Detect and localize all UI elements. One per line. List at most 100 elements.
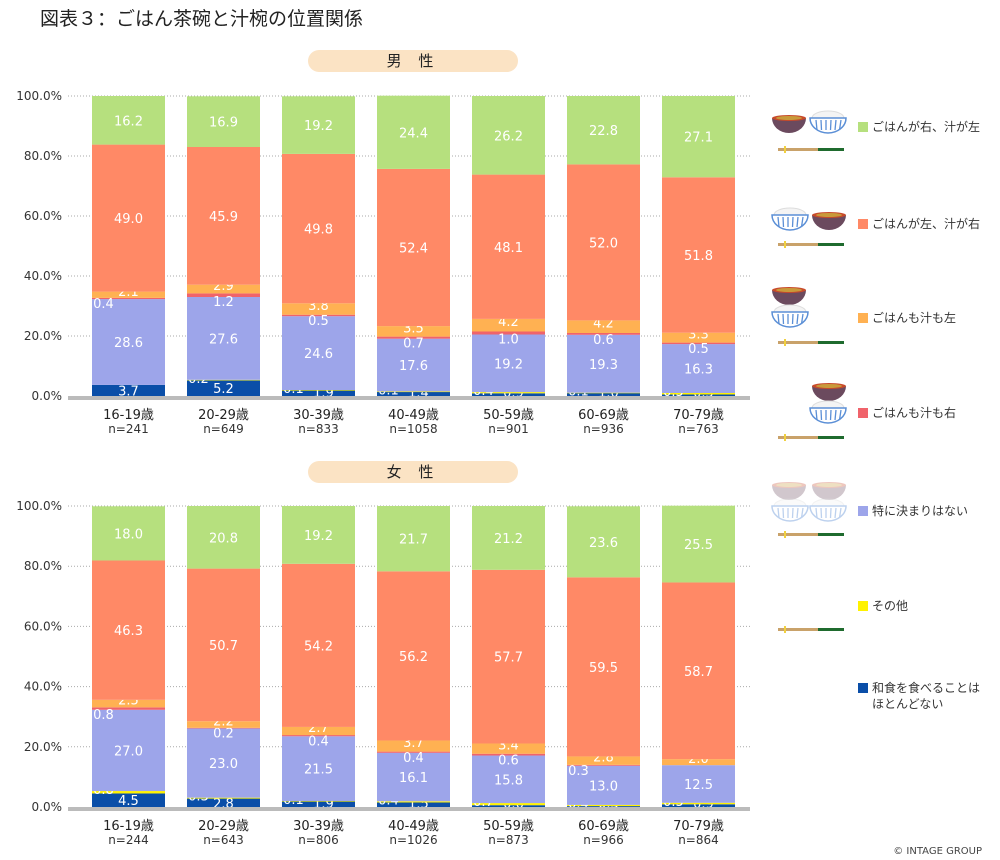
bar-segment [377, 391, 450, 393]
sample-size-label: n=833 [298, 422, 339, 436]
bar-segment [662, 802, 735, 805]
data-label: 19.3 [589, 358, 618, 373]
data-label: 0.7 [403, 337, 424, 352]
bar-segment [567, 764, 640, 766]
bar-segment [187, 798, 260, 807]
data-label: 50.7 [209, 639, 238, 654]
data-label: 16.2 [114, 114, 143, 129]
bar-segment [377, 326, 450, 337]
data-label: 18.0 [114, 527, 143, 542]
bar-segment [662, 177, 735, 333]
data-label: 15.8 [494, 773, 523, 788]
data-label: 21.2 [494, 532, 523, 547]
figure-title: 図表３：ごはん茶碗と汁椀の位置関係 [40, 8, 364, 30]
bar-segment [567, 164, 640, 321]
legend-label: 和食を食べることは ほとんどない [872, 681, 981, 711]
data-label: 59.5 [589, 661, 618, 676]
bar-segment [187, 284, 260, 294]
category-label: 70-79歳 [673, 819, 724, 834]
bar-segment [92, 709, 165, 792]
category-label: 16-19歳 [103, 408, 154, 423]
bar-segment [377, 740, 450, 752]
bar-segment [472, 753, 545, 756]
bar-segment [377, 571, 450, 741]
bar-segment [187, 379, 260, 381]
rice-bowl-icon [771, 304, 809, 328]
y-tick-label: 40.0% [24, 680, 62, 694]
bar-segment [282, 563, 355, 727]
data-label: 56.2 [399, 650, 428, 665]
sample-size-label: n=1026 [389, 833, 437, 847]
sample-size-label: n=1058 [389, 422, 437, 436]
miso-soup-icon [772, 287, 806, 305]
bar-segment [662, 759, 735, 766]
sample-size-label: n=763 [678, 422, 719, 436]
bar-segment [282, 153, 355, 304]
legend-swatch [858, 219, 868, 229]
data-label: 4.2 [498, 315, 519, 330]
legend-label: ごはんも汁も右 [872, 406, 957, 420]
bar-segment [662, 342, 735, 345]
data-label: 49.0 [114, 212, 143, 227]
y-tick-label: 20.0% [24, 329, 62, 343]
bar-segment [472, 755, 545, 804]
y-tick-label: 40.0% [24, 269, 62, 283]
bar-segment [92, 791, 165, 794]
data-label: 4.2 [593, 317, 614, 332]
rice-bowl-icon [809, 400, 847, 424]
bar-segment [282, 314, 355, 317]
bar-segment [662, 96, 735, 178]
data-label: 0.8 [93, 708, 114, 723]
bar-segment [187, 297, 260, 380]
category-label: 40-49歳 [388, 819, 439, 834]
bar-segment [282, 801, 355, 807]
bar-segment [567, 393, 640, 396]
data-label: 52.4 [399, 242, 428, 257]
bar-segment [92, 384, 165, 396]
data-label: 21.5 [304, 763, 333, 778]
legend-label: ごはんが右、汁が左 [872, 120, 981, 134]
bar-segment [92, 506, 165, 561]
data-label: 24.6 [304, 347, 333, 362]
category-label: 70-79歳 [673, 408, 724, 423]
bar-segment [472, 331, 545, 335]
bar-segment [567, 804, 640, 807]
data-label: 27.0 [114, 744, 143, 759]
data-label: 19.2 [304, 529, 333, 544]
bar-segment [187, 568, 260, 722]
bar-segment [472, 805, 545, 807]
y-tick-label: 0.0% [32, 800, 63, 814]
sample-size-label: n=643 [203, 833, 244, 847]
data-label: 5.2 [213, 382, 234, 397]
miso-soup-icon [812, 212, 846, 230]
bar-segment [92, 291, 165, 298]
category-label: 40-49歳 [388, 408, 439, 423]
data-label: 0.4 [93, 297, 114, 312]
data-label: 17.6 [399, 359, 428, 374]
data-label: 27.1 [684, 131, 713, 146]
rice-bowl-icon [809, 498, 847, 522]
data-label: 52.0 [589, 236, 618, 251]
data-label: 19.2 [494, 357, 523, 372]
bar-segment [187, 797, 260, 799]
bar-segment [92, 96, 165, 145]
data-label: 12.5 [684, 778, 713, 793]
sample-size-label: n=649 [203, 422, 244, 436]
data-label: 0.5 [308, 314, 329, 329]
bar-segment [187, 721, 260, 728]
legend-swatch [858, 313, 868, 323]
bar-segment [567, 334, 640, 393]
bar-segment [472, 569, 545, 744]
bar-segment [187, 728, 260, 798]
legend-label: その他 [872, 599, 909, 613]
data-label: 0.3 [568, 764, 589, 779]
bar-segment [567, 806, 640, 807]
data-label: 23.6 [589, 536, 618, 551]
bar-segment [567, 577, 640, 757]
data-label: 25.5 [684, 538, 713, 553]
data-label: 1.2 [213, 295, 234, 310]
data-label: 51.8 [684, 249, 713, 264]
miso-soup-icon [772, 115, 806, 133]
legend-label: ごはんも汁も左 [872, 311, 957, 325]
